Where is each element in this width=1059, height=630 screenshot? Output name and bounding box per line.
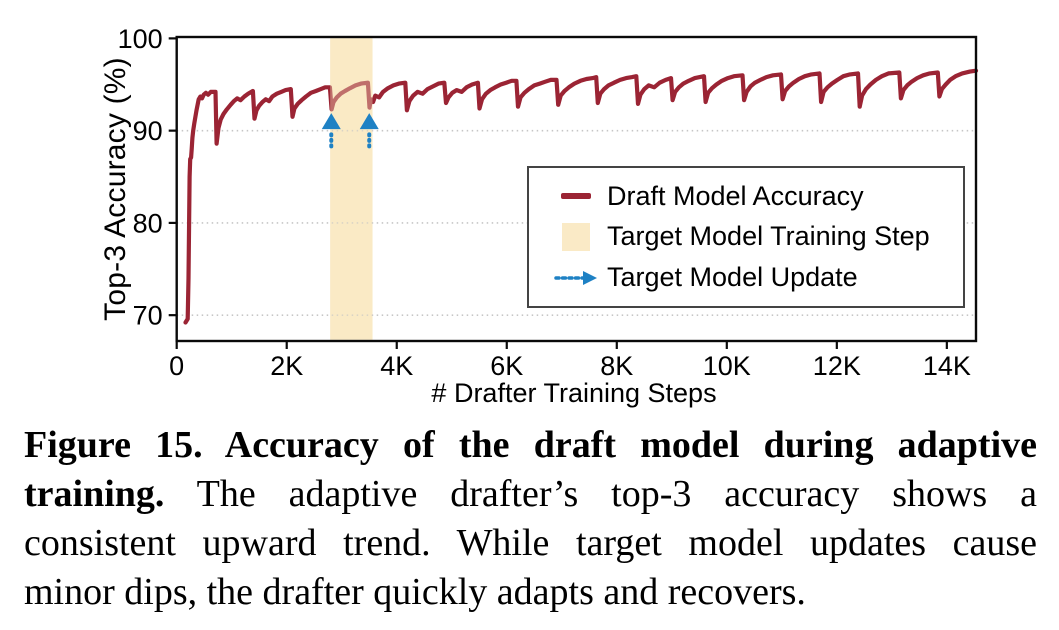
y-axis-title: Top-3 Accuracy (%) [99,57,132,321]
caption-line: minor dips, the drafter quickly adapts a… [24,568,1037,617]
legend-label: Target Model Update [607,262,858,293]
caption-line: consistent upward trend. While target mo… [24,519,1037,568]
y-tick-label: 80 [133,208,163,238]
chart-area: 0 2K 4K 6K 8K 10K 12K 14K 70 80 90 100 Top-3 Accura… [99,24,979,408]
draft-accuracy-line [183,68,979,325]
x-tick-label: 6K [490,351,523,381]
legend-label: Target Model Training Step [607,221,930,252]
caption-text: consistent upward trend. While target mo… [24,522,1037,564]
caption-line: training. The adaptive drafter’s top-3 a… [24,470,1037,519]
x-tick-label: 14K [923,351,971,381]
caption-bold: Figure 15. Accuracy of the draft model d… [24,424,1037,466]
x-tick-label: 10K [703,351,751,381]
legend-marker [545,222,607,251]
x-tick-label: 0 [169,351,184,381]
target-update-arrow-head [359,113,379,130]
legend-entry-draft-accuracy: Draft Model Accuracy [545,181,963,212]
x-tick-label: 12K [813,351,861,381]
plot-frame [175,35,978,343]
y-tick-label: 90 [133,116,163,146]
y-tick-label: 100 [118,24,163,54]
y-tick-label: 70 [133,301,163,331]
legend-label: Draft Model Accuracy [607,180,864,211]
caption-text: minor dips, the drafter quickly adapts a… [24,571,806,613]
target-update-arrow-head [321,113,341,130]
legend: Draft Model Accuracy Target Model Traini… [527,166,965,308]
caption-line: Figure 15. Accuracy of the draft model d… [24,421,1037,470]
legend-line-swatch [561,193,591,200]
x-tick-label: 2K [270,351,303,381]
legend-band-swatch [562,222,590,251]
caption-text: The adaptive drafter’s top-3 accuracy sh… [164,473,1037,515]
band-overlay [330,38,373,340]
caption-bold: training. [24,473,165,515]
x-axis-title: # Drafter Training Steps [431,378,717,408]
legend-marker [545,268,607,288]
legend-entry-model-update: Target Model Update [545,262,963,293]
legend-marker [545,193,607,200]
arrow-right-icon [554,270,597,285]
line-chart: 0 2K 4K 6K 8K 10K 12K 14K 70 80 90 100 [118,24,979,381]
legend-entry-training-step: Target Model Training Step [545,221,963,252]
x-tick-label: 8K [600,351,633,381]
figure-caption: Figure 15. Accuracy of the draft model d… [24,421,1037,617]
x-tick-label: 4K [380,351,413,381]
